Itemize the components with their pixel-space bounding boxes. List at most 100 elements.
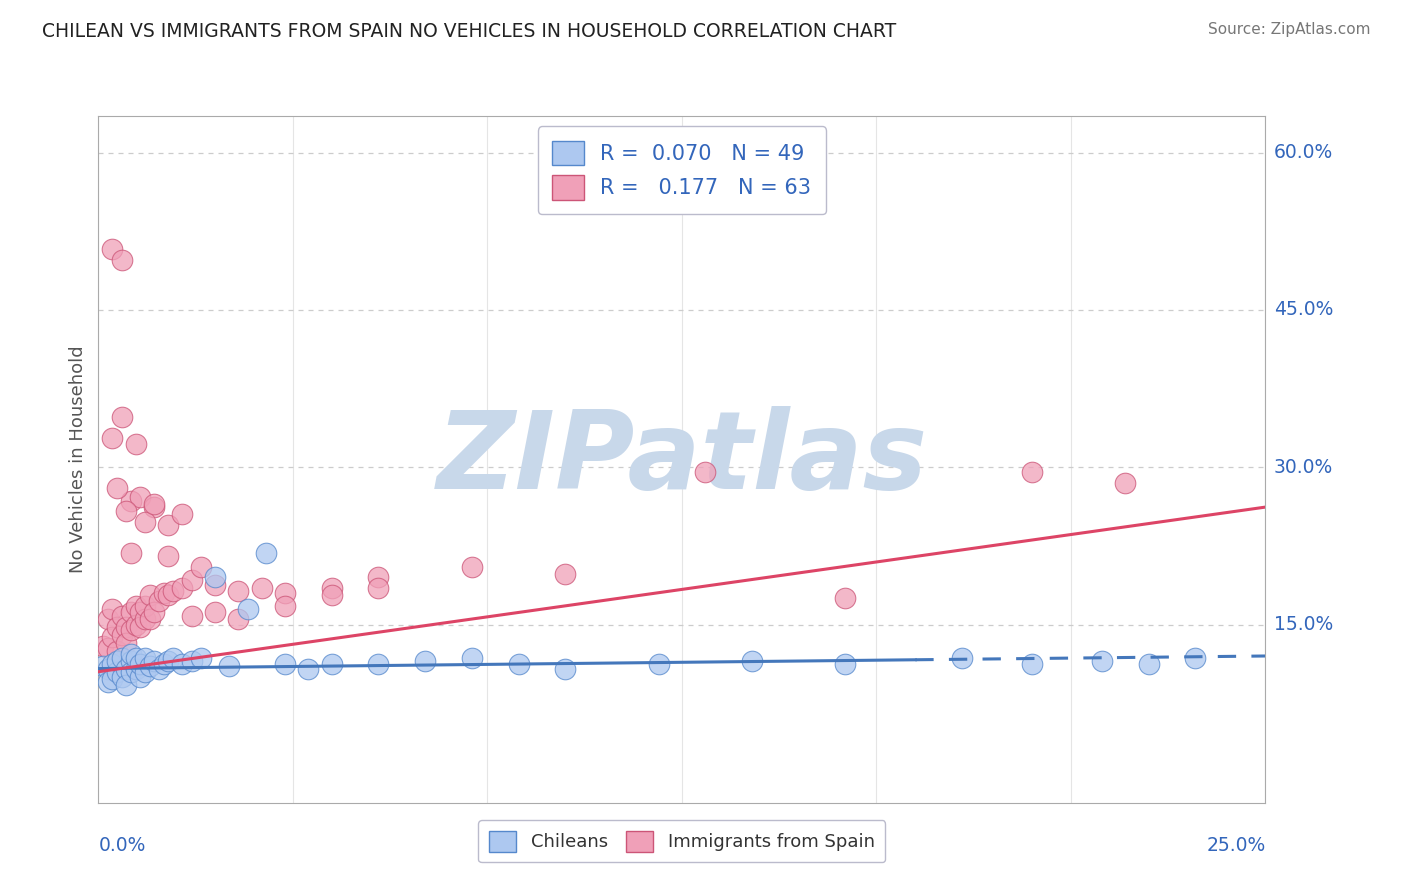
Point <box>125 599 148 613</box>
Point <box>134 515 156 529</box>
Point <box>105 665 128 679</box>
Point <box>139 612 162 626</box>
Point <box>115 620 138 634</box>
Point <box>554 567 576 582</box>
Point <box>274 657 297 672</box>
Point <box>111 628 134 642</box>
Text: CHILEAN VS IMMIGRANTS FROM SPAIN NO VEHICLES IN HOUSEHOLD CORRELATION CHART: CHILEAN VS IMMIGRANTS FROM SPAIN NO VEHI… <box>42 22 897 41</box>
Point <box>218 659 240 673</box>
Point <box>321 657 343 672</box>
Point <box>157 654 180 668</box>
Point <box>297 662 319 676</box>
Point <box>115 662 138 676</box>
Point <box>1021 466 1043 480</box>
Point <box>134 665 156 679</box>
Point <box>101 242 124 256</box>
Point <box>162 584 184 599</box>
Point <box>101 602 124 616</box>
Text: 25.0%: 25.0% <box>1206 836 1265 855</box>
Point <box>125 617 148 632</box>
Point <box>120 647 142 661</box>
Point <box>190 559 212 574</box>
Point <box>91 639 114 653</box>
Point <box>97 640 120 655</box>
Point <box>101 657 124 672</box>
Y-axis label: No Vehicles in Household: No Vehicles in Household <box>69 345 87 574</box>
Point <box>461 651 484 665</box>
Point <box>105 481 128 495</box>
Point <box>139 659 162 673</box>
Point <box>97 675 120 690</box>
Point <box>152 657 174 672</box>
Point <box>129 620 152 634</box>
Point <box>115 504 138 518</box>
Point <box>461 559 484 574</box>
Point <box>101 431 124 445</box>
Point <box>204 605 226 619</box>
Point <box>367 570 389 584</box>
Point <box>834 657 856 672</box>
Point <box>1021 657 1043 672</box>
Point <box>134 651 156 665</box>
Point <box>129 657 152 672</box>
Point <box>157 549 180 564</box>
Point <box>134 612 156 626</box>
Point <box>105 654 128 668</box>
Point <box>129 490 152 504</box>
Point <box>143 497 166 511</box>
Point <box>190 651 212 665</box>
Point <box>741 654 763 668</box>
Point <box>1137 657 1160 672</box>
Point <box>97 662 120 676</box>
Text: Source: ZipAtlas.com: Source: ZipAtlas.com <box>1208 22 1371 37</box>
Point <box>111 670 134 684</box>
Point <box>101 672 124 686</box>
Point <box>148 594 170 608</box>
Point <box>125 437 148 451</box>
Point <box>172 581 194 595</box>
Point <box>162 651 184 665</box>
Point <box>157 517 180 532</box>
Point <box>111 252 134 267</box>
Point <box>105 620 128 634</box>
Point <box>834 591 856 606</box>
Point <box>204 577 226 591</box>
Point <box>321 581 343 595</box>
Point <box>236 602 259 616</box>
Point <box>139 588 162 602</box>
Point <box>1091 654 1114 668</box>
Text: 45.0%: 45.0% <box>1274 301 1333 319</box>
Point <box>120 493 142 508</box>
Point <box>180 654 202 668</box>
Point <box>111 609 134 624</box>
Point <box>111 651 134 665</box>
Point <box>91 659 114 673</box>
Point <box>105 644 128 658</box>
Point <box>321 588 343 602</box>
Point <box>228 584 250 599</box>
Point <box>157 588 180 602</box>
Point <box>143 500 166 514</box>
Legend: Chileans, Immigrants from Spain: Chileans, Immigrants from Spain <box>478 820 886 863</box>
Point <box>101 630 124 644</box>
Point <box>274 599 297 613</box>
Point <box>134 599 156 613</box>
Point <box>111 409 134 424</box>
Point <box>695 466 717 480</box>
Point <box>148 662 170 676</box>
Point <box>129 605 152 619</box>
Text: ZIPatlas: ZIPatlas <box>436 407 928 512</box>
Point <box>204 570 226 584</box>
Point <box>250 581 273 595</box>
Text: 30.0%: 30.0% <box>1274 458 1333 476</box>
Point <box>120 654 142 668</box>
Point <box>120 605 142 619</box>
Text: 0.0%: 0.0% <box>98 836 146 855</box>
Point <box>115 678 138 692</box>
Point <box>1184 651 1206 665</box>
Point <box>647 657 669 672</box>
Point <box>97 612 120 626</box>
Point <box>125 651 148 665</box>
Point <box>120 623 142 637</box>
Point <box>950 651 973 665</box>
